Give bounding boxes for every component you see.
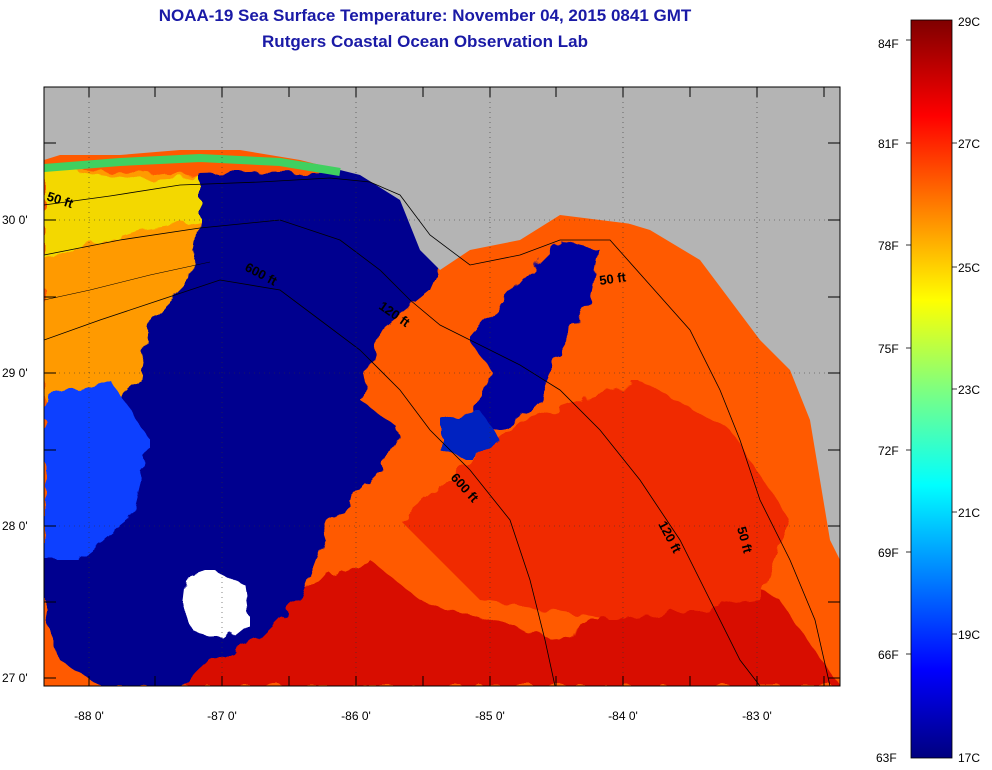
colorbar-c-label: 25C <box>958 261 980 275</box>
lat-label: 27 0' <box>2 671 28 685</box>
colorbar-f-label: 81F <box>878 137 899 151</box>
colorbar-c-label: 17C <box>958 751 980 765</box>
lon-label: -83 0' <box>742 709 772 723</box>
colorbar-f-label: 69F <box>878 546 899 560</box>
colorbar-f-label: 66F <box>878 648 899 662</box>
temperature-colorbar <box>910 19 953 759</box>
cold-water-plume <box>44 170 450 686</box>
map-frame <box>43 86 841 687</box>
cold-water-east <box>470 240 600 430</box>
nearshore-yellow-region <box>44 165 250 260</box>
contour-label: 50 ft <box>734 525 756 555</box>
contour-120ft <box>44 219 761 686</box>
frame-ticks <box>44 87 840 686</box>
map-subtitle: Rutgers Coastal Ocean Observation Lab <box>262 32 588 51</box>
lat-label: 28 0' <box>2 519 28 533</box>
lat-label: 30 0' <box>2 213 28 227</box>
lon-label: -85 0' <box>475 709 505 723</box>
colorbar-f-label: 75F <box>878 342 899 356</box>
colorbar-f-label: 72F <box>878 444 899 458</box>
colorbar-c-label: 23C <box>958 383 980 397</box>
lat-label: 29 0' <box>2 366 28 380</box>
colorbar-f-label: 63F <box>876 751 897 765</box>
colorbar-ticks <box>906 39 957 655</box>
colorbar-c-label: 29C <box>958 15 980 29</box>
coastal-band <box>44 153 341 176</box>
colorbar-f-label: 78F <box>878 239 899 253</box>
contour-600ft <box>44 279 556 686</box>
colorbar-c-label: 19C <box>958 628 980 642</box>
lon-label: -88 0' <box>74 709 104 723</box>
lon-label: -87 0' <box>207 709 237 723</box>
land-florida-peninsula <box>600 87 840 560</box>
contour-label: 50 ft <box>598 269 627 288</box>
contour-shelf-west <box>44 261 211 301</box>
colorbar-c-label: 21C <box>958 506 980 520</box>
cold-water-patch <box>440 410 500 460</box>
colorbar-f-label: 84F <box>878 37 899 51</box>
cloud-patch <box>182 570 250 640</box>
lon-label: -86 0' <box>341 709 371 723</box>
lon-label: -84 0' <box>608 709 638 723</box>
colorbar-c-label: 27C <box>958 137 980 151</box>
map-title: NOAA-19 Sea Surface Temperature: Novembe… <box>158 6 692 25</box>
blue-mix-west <box>44 380 150 560</box>
contour-50ft-west <box>44 177 831 686</box>
